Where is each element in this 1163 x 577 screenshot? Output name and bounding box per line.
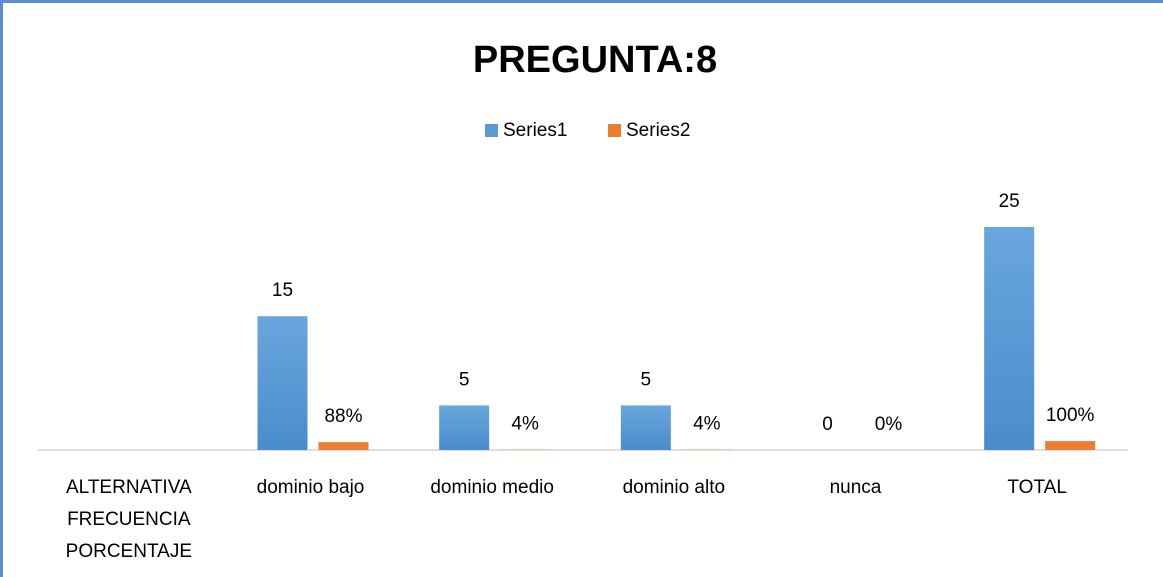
chart-title: PREGUNTA:8 xyxy=(473,39,717,81)
legend-swatch xyxy=(608,124,621,137)
legend-label: Series1 xyxy=(503,120,567,141)
x-tick-label: nunca xyxy=(829,477,882,498)
data-label: 4% xyxy=(511,414,539,435)
data-label: 100% xyxy=(1046,405,1095,426)
x-tick-label: dominio bajo xyxy=(256,477,365,498)
data-label: 5 xyxy=(459,369,470,390)
data-label: 15 xyxy=(272,280,293,301)
bar xyxy=(257,316,308,450)
chart: PREGUNTA:8 Series1 Series2 15 88% 5 4% 5 4% 0 0% 2… xyxy=(38,39,1128,451)
data-label: 0 xyxy=(822,414,833,435)
legend-label: Series2 xyxy=(626,120,690,141)
data-label: 88% xyxy=(324,406,362,427)
x-tick-label: ALTERNATIVA FRECUENCIA PORCENTAJE xyxy=(65,477,192,562)
bar xyxy=(984,227,1035,450)
x-tick-label: dominio medio xyxy=(430,477,554,498)
bar xyxy=(318,442,369,450)
x-tick-label: dominio alto xyxy=(622,477,726,498)
x-tick-label: TOTAL xyxy=(1007,477,1067,498)
bar xyxy=(620,405,671,450)
data-label: 4% xyxy=(693,414,721,435)
legend-swatch xyxy=(485,124,498,137)
data-label: 0% xyxy=(875,414,903,435)
bar xyxy=(1045,441,1096,450)
data-label: 5 xyxy=(641,369,652,390)
data-label: 25 xyxy=(999,191,1020,212)
bar xyxy=(439,405,490,450)
